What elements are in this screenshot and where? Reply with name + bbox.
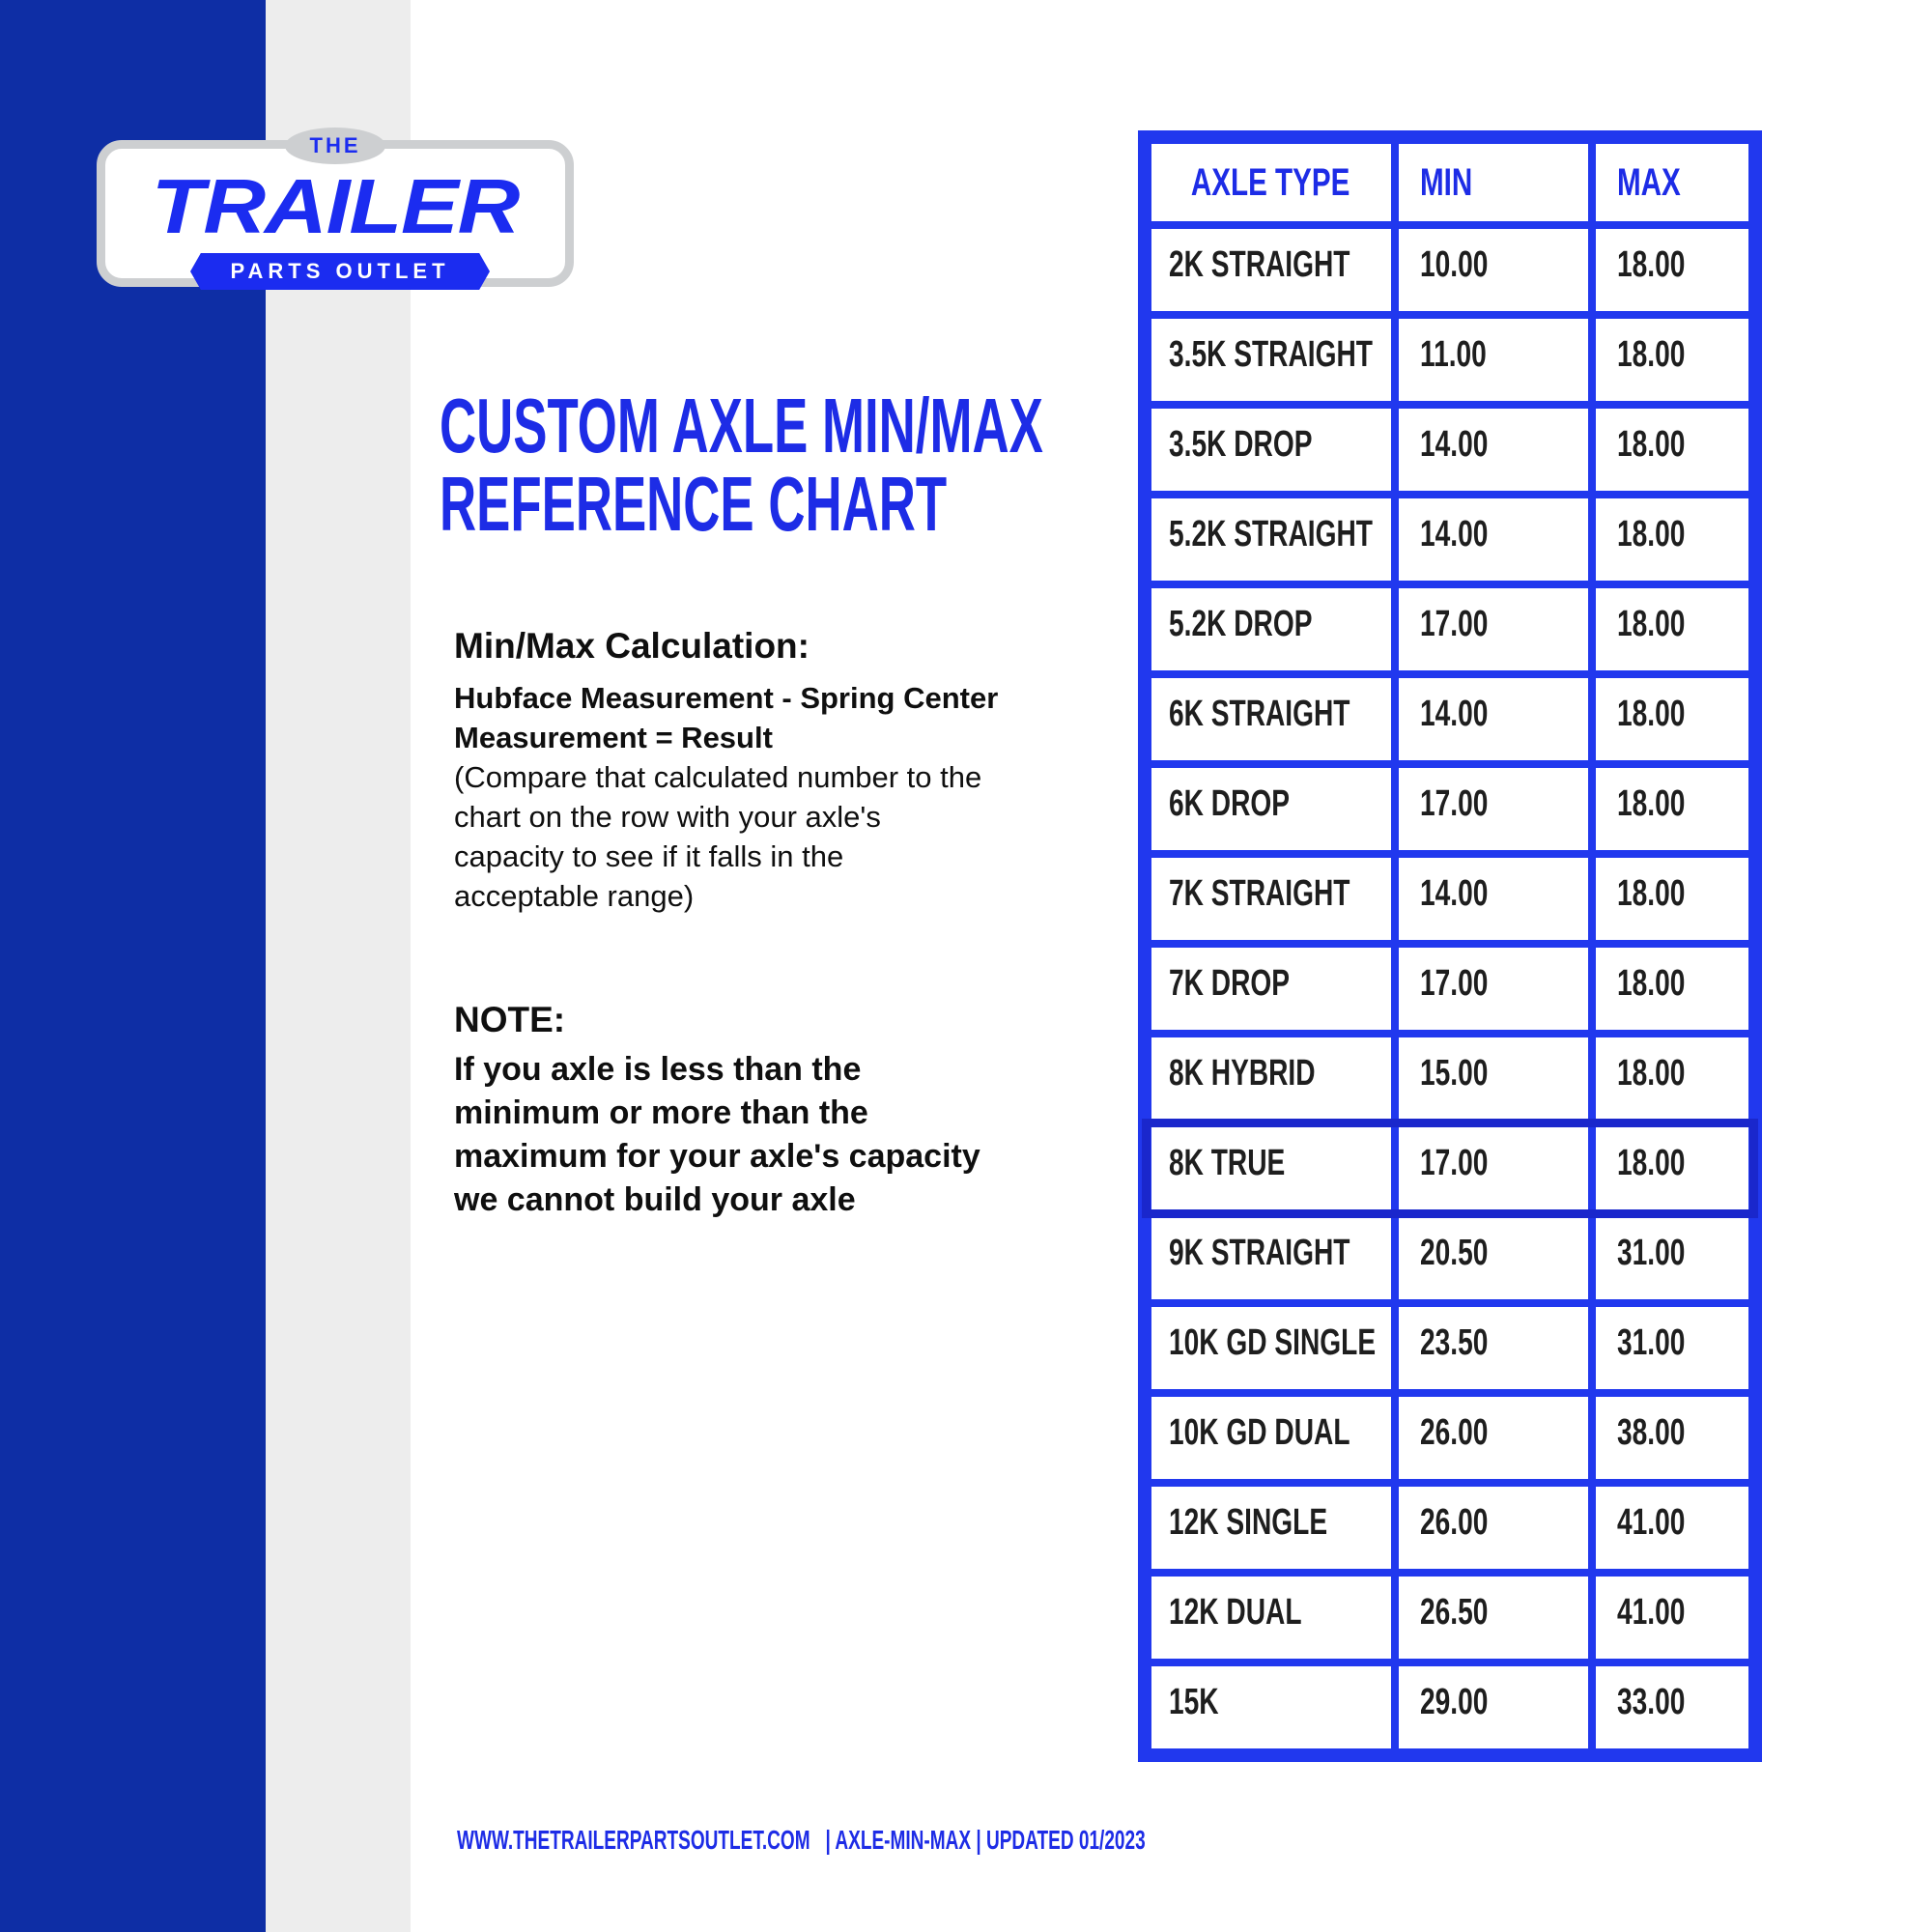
- table-row: 10K GD DUAL 26.00 38.00: [1151, 1397, 1748, 1479]
- min-cell: 14.00: [1399, 498, 1588, 581]
- table-row: 8K TRUE 17.00 18.00: [1151, 1127, 1748, 1209]
- max-cell: 18.00: [1596, 229, 1748, 311]
- min-cell: 26.50: [1399, 1577, 1588, 1659]
- axle-table-body: 2K STRAIGHT 10.00 18.00 3.5K STRAIGHT 11.00 1…: [1151, 229, 1748, 1748]
- page-title-line2: REFERENCE CHART: [440, 461, 948, 547]
- axle-type-cell: 15K: [1151, 1666, 1391, 1748]
- table-row: 10K GD SINGLE 23.50 31.00: [1151, 1307, 1748, 1389]
- min-cell: 26.00: [1399, 1397, 1588, 1479]
- max-cell: 18.00: [1596, 588, 1748, 670]
- axle-type-cell: 10K GD SINGLE: [1151, 1307, 1391, 1389]
- min-cell: 15.00: [1399, 1037, 1588, 1120]
- max-cell: 18.00: [1596, 409, 1748, 491]
- table-row: 9K STRAIGHT 20.50 31.00: [1151, 1217, 1748, 1299]
- table-row: 6K STRAIGHT 14.00 18.00: [1151, 678, 1748, 760]
- gray-stripe: [266, 0, 411, 1932]
- axle-type-cell: 3.5K DROP: [1151, 409, 1391, 491]
- max-cell: 18.00: [1596, 1127, 1748, 1209]
- max-cell: 33.00: [1596, 1666, 1748, 1748]
- table-row: 5.2K DROP 17.00 18.00: [1151, 588, 1748, 670]
- max-cell: 41.00: [1596, 1577, 1748, 1659]
- axle-type-cell: 8K HYBRID: [1151, 1037, 1391, 1120]
- min-cell: 17.00: [1399, 948, 1588, 1030]
- table-row: 7K DROP 17.00 18.00: [1151, 948, 1748, 1030]
- calculation-explanation: (Compare that calculated number to the c…: [454, 760, 982, 913]
- header-axle-type: AXLE TYPE: [1151, 144, 1391, 221]
- axle-type-cell: 7K STRAIGHT: [1151, 858, 1391, 940]
- axle-type-cell: 5.2K STRAIGHT: [1151, 498, 1391, 581]
- table-row: 8K HYBRID 15.00 18.00: [1151, 1037, 1748, 1120]
- max-cell: 41.00: [1596, 1487, 1748, 1569]
- axle-type-cell: 12K DUAL: [1151, 1577, 1391, 1659]
- note-body: If you axle is less than the minimum or …: [454, 1051, 980, 1218]
- table-row: 6K DROP 17.00 18.00: [1151, 768, 1748, 850]
- max-cell: 18.00: [1596, 858, 1748, 940]
- min-cell: 14.00: [1399, 858, 1588, 940]
- min-cell: 20.50: [1399, 1217, 1588, 1299]
- table-row: 5.2K STRAIGHT 14.00 18.00: [1151, 498, 1748, 581]
- min-cell: 26.00: [1399, 1487, 1588, 1569]
- axle-minmax-table: AXLE TYPE MIN MAX 2K STRAIGHT 10.00 18.00 3…: [1138, 130, 1762, 1762]
- page-title: CUSTOM AXLE MIN/MAX REFERENCE CHART: [440, 386, 1354, 543]
- note-section: NOTE: If you axle is less than the minim…: [454, 1000, 1072, 1222]
- table-header-row: AXLE TYPE MIN MAX: [1151, 144, 1748, 221]
- max-cell: 31.00: [1596, 1307, 1748, 1389]
- logo-the-badge: THE: [285, 128, 385, 164]
- calculation-section: Min/Max Calculation: Hubface Measurement…: [454, 626, 1072, 916]
- axle-type-cell: 2K STRAIGHT: [1151, 229, 1391, 311]
- axle-type-cell: 10K GD DUAL: [1151, 1397, 1391, 1479]
- max-cell: 18.00: [1596, 498, 1748, 581]
- logo-tagline-banner: PARTS OUTLET: [190, 253, 490, 290]
- axle-type-cell: 12K SINGLE: [1151, 1487, 1391, 1569]
- calculation-heading: Min/Max Calculation:: [454, 626, 810, 666]
- table-row: 12K SINGLE 26.00 41.00: [1151, 1487, 1748, 1569]
- axle-type-cell: 3.5K STRAIGHT: [1151, 319, 1391, 401]
- table-row: 15K 29.00 33.00: [1151, 1666, 1748, 1748]
- min-cell: 17.00: [1399, 768, 1588, 850]
- axle-type-cell: 8K TRUE: [1151, 1127, 1391, 1209]
- axle-type-cell: 6K STRAIGHT: [1151, 678, 1391, 760]
- max-cell: 18.00: [1596, 768, 1748, 850]
- calculation-formula: Hubface Measurement - Spring Center Meas…: [454, 681, 999, 754]
- min-cell: 23.50: [1399, 1307, 1588, 1389]
- page-title-line1: CUSTOM AXLE MIN/MAX: [440, 383, 1043, 469]
- axle-type-cell: 7K DROP: [1151, 948, 1391, 1030]
- min-cell: 11.00: [1399, 319, 1588, 401]
- axle-type-cell: 5.2K DROP: [1151, 588, 1391, 670]
- min-cell: 14.00: [1399, 409, 1588, 491]
- table-row: 12K DUAL 26.50 41.00: [1151, 1577, 1748, 1659]
- table-row: 3.5K STRAIGHT 11.00 18.00: [1151, 319, 1748, 401]
- min-cell: 17.00: [1399, 588, 1588, 670]
- min-cell: 29.00: [1399, 1666, 1588, 1748]
- axle-type-cell: 6K DROP: [1151, 768, 1391, 850]
- footer-text: WWW.THETRAILERPARTSOUTLET.COM | AXLE-MIN…: [457, 1825, 1146, 1855]
- axle-type-cell: 9K STRAIGHT: [1151, 1217, 1391, 1299]
- max-cell: 31.00: [1596, 1217, 1748, 1299]
- max-cell: 38.00: [1596, 1397, 1748, 1479]
- table-row: 3.5K DROP 14.00 18.00: [1151, 409, 1748, 491]
- max-cell: 18.00: [1596, 319, 1748, 401]
- navy-side-bar: [0, 0, 266, 1932]
- min-cell: 14.00: [1399, 678, 1588, 760]
- min-cell: 17.00: [1399, 1127, 1588, 1209]
- logo-wordmark: TRAILER: [151, 163, 521, 249]
- header-min: MIN: [1399, 144, 1588, 221]
- header-max: MAX: [1596, 144, 1748, 221]
- min-cell: 10.00: [1399, 229, 1588, 311]
- note-heading: NOTE:: [454, 1000, 566, 1039]
- max-cell: 18.00: [1596, 1037, 1748, 1120]
- brand-logo: THE TRAILER PARTS OUTLET: [97, 128, 574, 290]
- table-row: 2K STRAIGHT 10.00 18.00: [1151, 229, 1748, 311]
- max-cell: 18.00: [1596, 948, 1748, 1030]
- max-cell: 18.00: [1596, 678, 1748, 760]
- table-row: 7K STRAIGHT 14.00 18.00: [1151, 858, 1748, 940]
